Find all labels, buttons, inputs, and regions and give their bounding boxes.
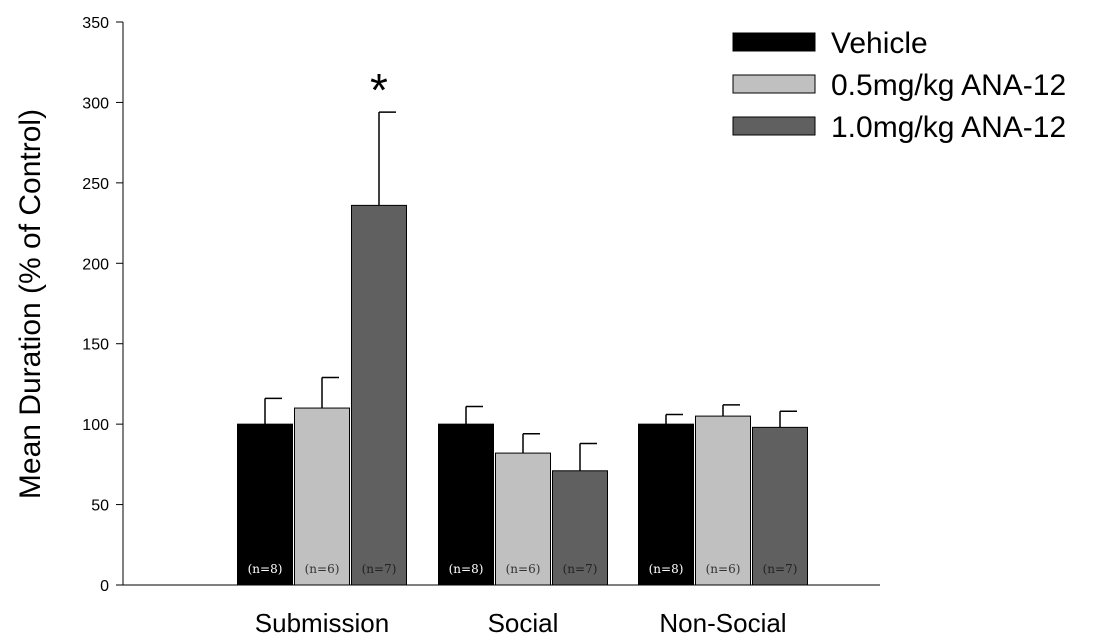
- legend-swatch: [732, 74, 816, 94]
- significance-marker: *: [370, 64, 388, 116]
- bar: [438, 423, 494, 586]
- bar: [752, 426, 808, 586]
- sample-size-label: (n=8): [649, 562, 684, 576]
- category-labels: Submission Social Non-Social: [255, 608, 787, 638]
- bar: [495, 452, 551, 586]
- sample-size-label: (n=8): [248, 562, 283, 576]
- bar: [552, 470, 608, 586]
- legend-swatch: [732, 116, 816, 136]
- bar: [294, 407, 350, 586]
- sample-size-label: (n=6): [506, 562, 541, 576]
- sample-size-label: (n=7): [362, 562, 397, 576]
- bar: [638, 423, 694, 586]
- bars: [237, 204, 808, 586]
- annotations: *: [370, 64, 388, 116]
- y-tick-label: 50: [91, 498, 109, 515]
- y-tick-label: 300: [82, 95, 109, 112]
- y-tick-label: 250: [82, 176, 109, 193]
- sample-size-label: (n=6): [706, 562, 741, 576]
- x-category-label: Submission: [255, 608, 389, 638]
- x-category-label: Non-Social: [659, 608, 786, 638]
- y-tick-label: 100: [82, 417, 109, 434]
- x-category-label: Social: [488, 608, 559, 638]
- bar: [237, 423, 293, 586]
- y-tick-label: 200: [82, 256, 109, 273]
- legend-label: 0.5mg/kg ANA-12: [831, 69, 1066, 102]
- error-bars: [264, 111, 797, 471]
- bar: [351, 204, 407, 586]
- sample-size-labels: (n=8) (n=8) (n=8) (n=6) (n=6) (n=6) (n=7) (n=7)…: [248, 562, 798, 576]
- legend: Vehicle 0.5mg/kg ANA-12 1.0mg/kg ANA-12: [732, 27, 1066, 144]
- bar: [695, 415, 751, 586]
- y-tick-label: 0: [100, 578, 109, 595]
- y-tick-label: 150: [82, 337, 109, 354]
- y-tick-label: 350: [82, 15, 109, 32]
- legend-label: Vehicle: [831, 27, 928, 60]
- legend-label: 1.0mg/kg ANA-12: [831, 111, 1066, 144]
- sample-size-label: (n=6): [305, 562, 340, 576]
- sample-size-label: (n=8): [449, 562, 484, 576]
- sample-size-label: (n=7): [563, 562, 598, 576]
- sample-size-label: (n=7): [763, 562, 798, 576]
- y-axis-label: Mean Duration (% of Control): [14, 109, 47, 499]
- legend-swatch: [732, 32, 816, 52]
